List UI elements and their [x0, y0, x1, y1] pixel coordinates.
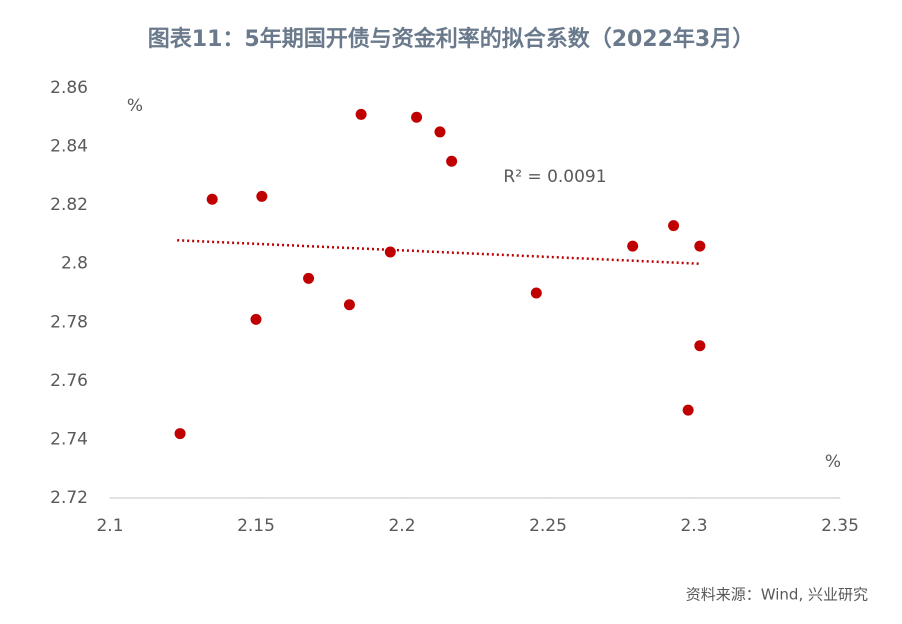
x-tick-label: 2.3: [680, 516, 707, 536]
y-tick-label: 2.8: [61, 254, 88, 274]
scatter-point: [256, 190, 268, 202]
scatter-point: [174, 428, 186, 440]
y-tick-label: 2.86: [50, 78, 88, 98]
scatter-point: [627, 240, 639, 252]
r-squared-annotation: R² = 0.0091: [503, 167, 606, 187]
scatter-point: [250, 313, 262, 325]
scatter-point: [355, 108, 367, 120]
scatter-point: [530, 287, 542, 299]
scatter-point: [694, 340, 706, 352]
y-tick-label: 2.76: [50, 371, 88, 391]
x-tick-label: 2.25: [529, 516, 567, 536]
y-tick-label: 2.72: [50, 488, 88, 508]
x-tick-label: 2.15: [237, 516, 275, 536]
x-tick-label: 2.1: [96, 516, 123, 536]
scatter-point: [206, 193, 218, 205]
scatter-point: [384, 246, 396, 258]
scatter-point: [668, 220, 680, 232]
trendline: [177, 239, 700, 265]
scatter-point: [682, 404, 694, 416]
scatter-point: [694, 240, 706, 252]
x-tick-label: 2.2: [388, 516, 415, 536]
y-tick-label: 2.82: [50, 195, 88, 215]
x-axis-unit: %: [825, 452, 841, 472]
y-tick-label: 2.74: [50, 429, 88, 449]
scatter-point: [303, 272, 315, 284]
scatter-point: [343, 299, 355, 311]
chart-title: 图表11：5年期国开债与资金利率的拟合系数（2022年3月）: [148, 26, 754, 52]
scatter-point: [446, 155, 458, 167]
source-note: 资料来源：Wind, 兴业研究: [686, 586, 868, 604]
y-tick-label: 2.84: [50, 137, 88, 157]
y-tick-label: 2.78: [50, 312, 88, 332]
y-axis-unit: %: [127, 96, 143, 116]
x-tick-label: 2.35: [821, 516, 859, 536]
scatter-point: [411, 111, 423, 123]
scatter-point: [434, 126, 446, 138]
